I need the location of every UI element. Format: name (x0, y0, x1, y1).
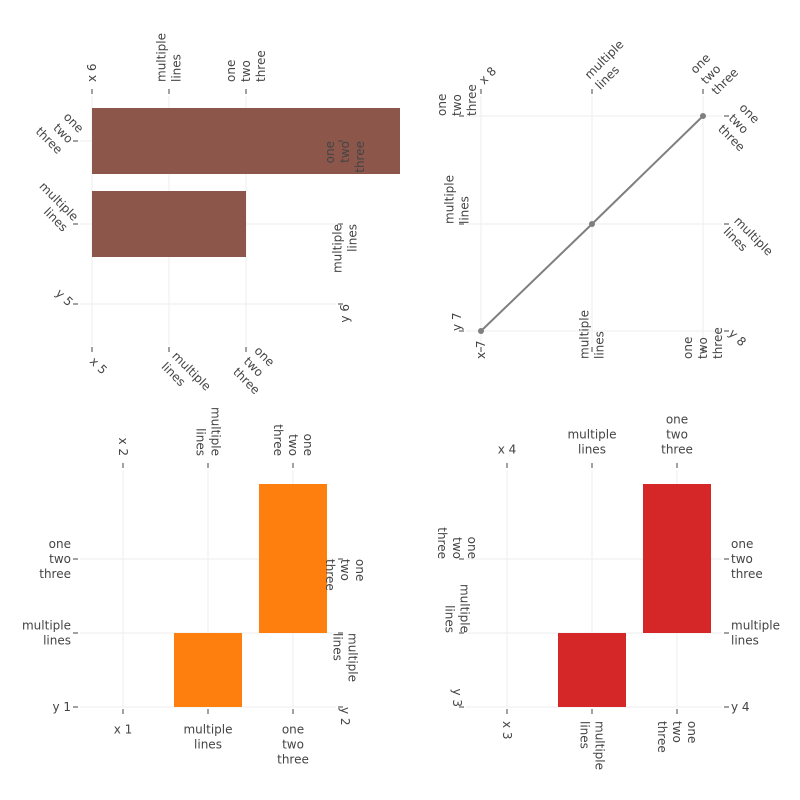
x-bottom-tick-label: multiplelines (577, 721, 606, 770)
y-left-tick-label: y 5 (53, 286, 76, 309)
y-left-tick-label: y 1 (52, 700, 71, 714)
y-left-tick-label: onetwothree (435, 84, 479, 116)
x-bottom-tick-label: multiplelines (159, 349, 214, 404)
x-top-tick-label: onetwothree (688, 44, 742, 98)
y-left-tick-label: onetwothree (33, 103, 87, 157)
x-top-tick-label: onetwothree (271, 424, 315, 456)
y-right-tick-label: y 8 (726, 326, 749, 349)
x-top-tick-label: x 8 (476, 64, 499, 87)
y-left-tick-label: y 3 (450, 688, 464, 707)
x-top-tick-label: multiplelines (155, 33, 184, 82)
y-right-tick-label: multiplelines (721, 214, 776, 269)
data-point (589, 221, 595, 227)
x-bottom-tick-label: onetwothree (681, 327, 725, 359)
y-left-tick-label: multiplelines (443, 175, 472, 224)
bar (174, 633, 242, 707)
x-top-tick-label: multiplelines (193, 407, 222, 456)
x-bottom-tick-label: x 7 (474, 340, 488, 359)
bar (643, 484, 711, 633)
subplot-bottom-left: x 1 multiple lines one two three x 2 multipleli… (22, 407, 367, 767)
subplot-top-left: x 5 multiplelines onetwothree x 6 multipleli… (26, 33, 400, 404)
x-top-tick-label: onetwothree (224, 50, 268, 82)
y-left-tick-label: multiplelines (442, 584, 471, 633)
data-point (700, 113, 706, 119)
y-right-tick-label: multiplelines (331, 224, 360, 273)
x-bottom-tick-label: onetwothree (655, 721, 699, 753)
x-bottom-tick-label: multiplelines (578, 310, 607, 359)
y-left-tick-label: onetwothree (435, 527, 479, 559)
bar (259, 484, 327, 633)
y-left-tick-label: y 7 (450, 312, 464, 331)
y-right-tick-label: onetwothree (323, 559, 367, 591)
bar (92, 191, 246, 257)
subplot-bottom-right: x 3 multiplelines onetwothree x 4 multiple li… (435, 413, 780, 770)
x-bottom-tick-label: onetwothree (230, 344, 284, 398)
data-point (478, 328, 484, 334)
x-top-tick-label: x 2 (116, 437, 130, 456)
y-right-tick-label: y 2 (338, 707, 352, 726)
x-bottom-tick-label: x 3 (500, 721, 514, 740)
bar (558, 633, 626, 707)
y-right-tick-label: multiplelines (330, 633, 359, 682)
y-right-tick-label: onetwothree (715, 101, 769, 155)
x-bottom-tick-label: x 5 (87, 354, 110, 377)
x-top-tick-label: multiplelines (582, 37, 637, 92)
bar (92, 108, 400, 174)
y-right-tick-label: y 4 (731, 700, 750, 714)
y-left-tick-label: multiplelines (26, 179, 81, 234)
x-top-tick-label: x 6 (85, 63, 99, 82)
x-top-tick-label: x 4 (498, 443, 517, 457)
y-right-tick-label: y 6 (338, 304, 352, 323)
x-bottom-tick-label: x 1 (114, 723, 133, 737)
y-right-tick-label: onetwothree (323, 141, 367, 173)
